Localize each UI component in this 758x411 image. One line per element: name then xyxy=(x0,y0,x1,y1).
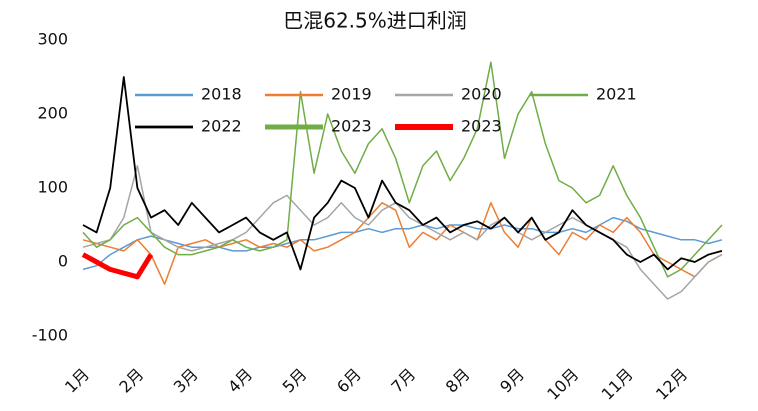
legend-label: 2020 xyxy=(461,85,502,104)
y-tick-label: 0 xyxy=(58,252,68,271)
y-tick-label: 300 xyxy=(37,30,68,49)
legend-label: 2019 xyxy=(331,85,372,104)
chart-title: 巴混62.5%进口利润 xyxy=(283,9,467,33)
y-tick-label: -100 xyxy=(32,326,68,345)
legend-label: 2021 xyxy=(596,85,637,104)
series-line xyxy=(82,61,723,278)
series-line xyxy=(82,202,723,285)
legend-label: 2018 xyxy=(201,85,242,104)
legend-label: 2022 xyxy=(201,117,242,136)
series-line xyxy=(81,252,154,280)
y-tick-label: 100 xyxy=(37,178,68,197)
series-line xyxy=(82,76,723,271)
y-tick-label: 200 xyxy=(37,104,68,123)
legend-label: 2023 xyxy=(331,117,372,136)
legend-label: 2023 xyxy=(461,117,502,136)
